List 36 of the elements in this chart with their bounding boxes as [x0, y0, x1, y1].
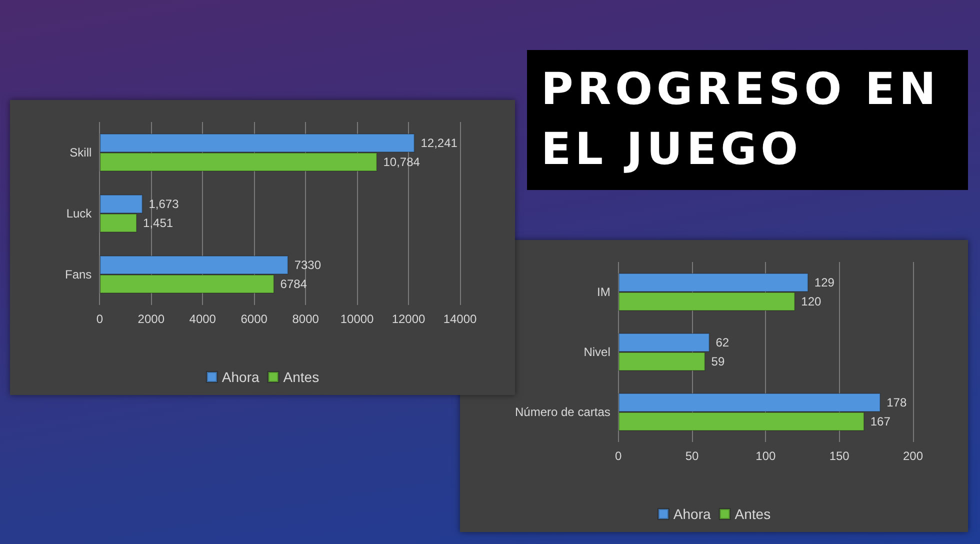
- y-tick-label: Skill: [70, 146, 92, 160]
- x-tick-label: 12000: [392, 312, 426, 326]
- data-label: 1,673: [148, 197, 180, 211]
- x-tick-label: 50: [685, 449, 700, 463]
- x-tick-label: 4000: [189, 312, 216, 326]
- data-label: 12,241: [420, 136, 458, 150]
- x-tick-label: 100: [756, 449, 776, 463]
- data-label: 6784: [280, 277, 308, 291]
- legend-label: Antes: [283, 369, 320, 385]
- data-label: 129: [814, 276, 835, 290]
- x-tick-label: 14000: [443, 312, 478, 326]
- x-tick-label: 0: [96, 312, 104, 326]
- y-tick-label: Número de cartas: [515, 405, 610, 419]
- y-tick-label: Fans: [64, 268, 92, 282]
- y-tick-label: Nivel: [584, 345, 610, 359]
- x-tick-label: 8000: [292, 312, 320, 326]
- x-tick-label: 10000: [340, 312, 374, 326]
- x-tick-label: 0: [615, 449, 622, 463]
- y-tick-label: Luck: [66, 206, 93, 220]
- data-label: 167: [870, 414, 891, 428]
- data-label: 7330: [294, 258, 322, 272]
- y-tick-label: IM: [597, 285, 610, 299]
- data-label: 62: [716, 336, 730, 350]
- x-tick-label: 150: [829, 449, 850, 463]
- legend-label: Ahora: [673, 506, 711, 522]
- x-tick-label: 2000: [138, 312, 165, 326]
- data-label: 120: [801, 294, 822, 308]
- x-tick-label: 200: [902, 449, 924, 463]
- data-label: 1,451: [143, 216, 174, 230]
- legend-label: Antes: [734, 506, 771, 522]
- data-label: 59: [711, 354, 725, 368]
- data-label: 10,784: [383, 155, 420, 169]
- legend-label: Ahora: [222, 369, 260, 385]
- text: PROGRESO EN EL JUEGO: [540, 63, 941, 177]
- x-tick-label: 6000: [240, 312, 268, 326]
- data-label: 178: [886, 396, 907, 410]
